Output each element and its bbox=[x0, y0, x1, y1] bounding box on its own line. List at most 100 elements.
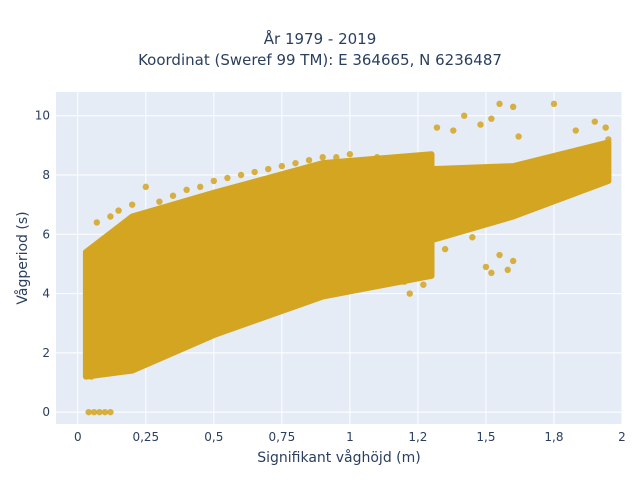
data-point bbox=[292, 293, 299, 300]
data-point bbox=[455, 228, 462, 235]
data-point bbox=[428, 260, 435, 268]
data-point bbox=[96, 242, 103, 250]
x-tick-label: 1,5 bbox=[476, 430, 495, 444]
data-point bbox=[237, 225, 245, 232]
data-point bbox=[224, 174, 231, 182]
data-point bbox=[115, 207, 122, 214]
x-axis-label: Signifikant våghöjd (m) bbox=[257, 449, 420, 466]
data-point bbox=[278, 162, 286, 170]
data-point bbox=[360, 156, 367, 164]
x-tick-label: 1 bbox=[346, 430, 354, 444]
data-point bbox=[183, 334, 190, 342]
data-point bbox=[319, 287, 326, 294]
data-point bbox=[523, 171, 530, 179]
data-point bbox=[142, 183, 149, 191]
data-point bbox=[414, 154, 422, 161]
data-point bbox=[265, 219, 272, 226]
data-point bbox=[387, 159, 394, 167]
data-point bbox=[496, 251, 503, 259]
data-point bbox=[469, 183, 476, 191]
data-point bbox=[101, 370, 109, 377]
data-point bbox=[210, 320, 218, 327]
x-tick-label: 1,8 bbox=[544, 430, 563, 444]
data-point bbox=[183, 245, 190, 253]
data-point bbox=[292, 159, 299, 167]
data-point bbox=[292, 216, 299, 223]
data-point bbox=[333, 154, 340, 161]
data-point bbox=[319, 210, 326, 217]
data-point bbox=[401, 195, 408, 202]
data-point bbox=[305, 156, 313, 164]
data-point bbox=[428, 192, 435, 199]
data-point bbox=[237, 171, 245, 179]
data-point bbox=[85, 408, 92, 416]
data-point bbox=[469, 234, 476, 241]
data-point bbox=[504, 266, 511, 274]
data-point bbox=[482, 201, 490, 208]
data-point bbox=[346, 237, 354, 244]
data-point bbox=[237, 263, 245, 271]
data-point bbox=[420, 281, 427, 288]
data-point bbox=[482, 180, 490, 188]
data-point bbox=[401, 278, 408, 285]
data-point bbox=[455, 186, 462, 194]
data-point bbox=[128, 314, 136, 321]
data-point bbox=[90, 308, 98, 315]
y-tick-label: 2 bbox=[42, 346, 50, 360]
data-point bbox=[373, 154, 381, 161]
data-point bbox=[115, 364, 122, 371]
x-tick-labels: 0 0,25 0,5 0,75 1 1,2 1,5 1,8 2 bbox=[74, 430, 626, 444]
data-point bbox=[156, 198, 163, 205]
data-point bbox=[292, 248, 299, 256]
data-point bbox=[333, 284, 340, 291]
data-point bbox=[591, 148, 598, 155]
data-point bbox=[488, 269, 495, 277]
y-tick-label: 10 bbox=[35, 109, 50, 123]
data-point bbox=[142, 352, 149, 360]
y-axis-label: Vågperiod (s) bbox=[14, 211, 31, 304]
x-tick-label: 2 bbox=[618, 430, 626, 444]
data-point bbox=[373, 231, 381, 238]
data-point bbox=[564, 159, 571, 167]
data-point bbox=[88, 373, 95, 380]
data-point bbox=[210, 177, 218, 185]
data-point bbox=[496, 100, 503, 108]
data-point bbox=[251, 305, 258, 312]
data-point bbox=[509, 195, 517, 202]
data-point bbox=[210, 272, 218, 279]
data-point bbox=[602, 124, 609, 131]
data-point bbox=[107, 408, 114, 416]
data-point bbox=[469, 204, 476, 211]
data-point bbox=[265, 254, 272, 262]
data-point bbox=[224, 317, 231, 324]
data-point bbox=[537, 168, 544, 176]
y-tick-label: 4 bbox=[42, 287, 50, 301]
data-point bbox=[509, 174, 517, 182]
data-point bbox=[477, 121, 484, 128]
data-point bbox=[93, 219, 101, 226]
data-point bbox=[537, 186, 544, 194]
data-point bbox=[128, 201, 136, 208]
chart-title-line-1: År 1979 - 2019 bbox=[263, 30, 377, 48]
data-point bbox=[90, 408, 98, 416]
data-point bbox=[197, 183, 204, 191]
data-point bbox=[406, 290, 413, 297]
x-tick-label: 0 bbox=[74, 430, 82, 444]
data-point bbox=[360, 275, 367, 282]
data-point bbox=[414, 263, 422, 271]
data-point bbox=[572, 127, 579, 134]
data-point bbox=[346, 204, 354, 211]
data-point bbox=[550, 100, 558, 108]
data-point bbox=[237, 311, 245, 318]
data-point bbox=[591, 118, 598, 125]
data-point bbox=[88, 272, 95, 279]
data-point bbox=[278, 296, 286, 303]
data-point bbox=[428, 213, 435, 220]
data-point bbox=[305, 290, 313, 297]
data-point bbox=[509, 103, 517, 111]
data-point bbox=[128, 361, 136, 368]
data-point bbox=[482, 263, 490, 271]
data-point bbox=[319, 242, 326, 250]
data-point bbox=[90, 254, 98, 262]
data-point bbox=[107, 213, 114, 220]
